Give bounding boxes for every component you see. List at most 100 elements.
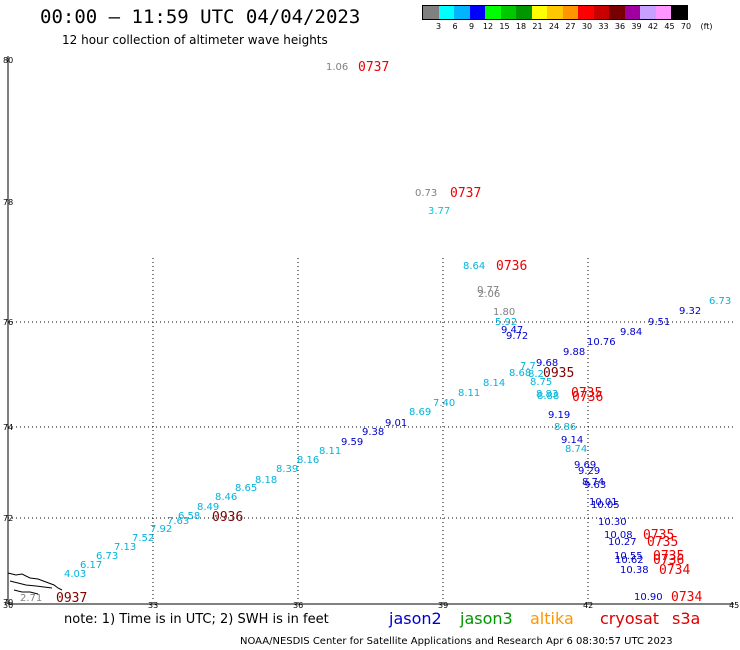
longitude-label: 45	[729, 601, 740, 610]
scale-tick-label: 6	[452, 22, 458, 31]
scale-tick-label: 15	[499, 22, 510, 31]
wave-height-value: 10.30	[598, 517, 627, 528]
scale-color-box	[655, 6, 671, 19]
wave-height-value: 8.2	[528, 369, 544, 380]
pass-time-label: 0736	[572, 390, 604, 405]
pass-time-label: 0736	[653, 553, 685, 568]
wave-height-value: 7.13	[114, 542, 137, 553]
latitude-label: 76	[3, 318, 14, 327]
wave-height-value: 9.32	[679, 306, 702, 317]
scale-color-box	[423, 6, 439, 19]
wave-height-value: 8.11	[319, 446, 342, 457]
latitude-label: 74	[3, 423, 14, 432]
pass-time-label: 0935	[543, 366, 575, 381]
wave-height-value: 9.68	[536, 358, 559, 369]
scale-tick-label: 27	[565, 22, 576, 31]
longitude-label: 42	[583, 601, 594, 610]
scale-color-box	[500, 6, 516, 19]
scale-tick-label: 42	[647, 22, 659, 31]
scale-tick-label: 33	[598, 22, 609, 31]
scale-tick-label: 18	[515, 22, 527, 31]
wave-height-value: 9.72	[506, 331, 529, 342]
wave-height-value: 2.71	[20, 593, 43, 604]
wave-height-value: 8.68	[509, 368, 532, 379]
scale-color-box	[609, 6, 625, 19]
wave-height-color-scale: 3 6 9 12 15 18 21 24 27 30 33 36 39 42 45 70 (ft)	[422, 5, 713, 34]
wave-height-value: 2.06	[478, 289, 501, 300]
wave-height-value: 10.62	[615, 555, 644, 566]
pass-time-label: 0735	[571, 386, 603, 401]
wave-height-value: 8.11	[458, 388, 481, 399]
legend-cryosat: cryosat	[600, 609, 660, 628]
pass-time-label: 0735	[643, 528, 675, 543]
wave-height-value: 8.83	[536, 389, 559, 400]
wave-height-value: 0.77	[477, 285, 500, 296]
pass-time-label: 0937	[56, 591, 88, 606]
pass-time-label: 0737	[358, 60, 390, 75]
scale-color-box	[516, 6, 532, 19]
pass-time-label: 0737	[450, 186, 482, 201]
wave-height-value: 10.01	[589, 497, 618, 508]
wave-height-value: 9.01	[385, 418, 408, 429]
wave-height-value: 1.80	[493, 307, 516, 318]
wave-height-value: 4.03	[64, 569, 87, 580]
wave-height-value: 10.90	[634, 592, 663, 603]
scale-color-box	[624, 6, 640, 19]
wave-height-value: 9.69	[574, 460, 597, 471]
page-title: 00:00 – 11:59 UTC 04/04/2023	[40, 6, 361, 28]
scale-color-box	[562, 6, 578, 19]
longitude-label: 33	[148, 601, 159, 610]
scale-tick-label: 21	[532, 22, 543, 31]
scale-color-box	[485, 6, 501, 19]
pass-time-label: 0734	[659, 563, 691, 578]
legend-altika: altika	[530, 609, 574, 628]
wave-height-value: 8.46	[215, 492, 238, 503]
pass-time-label: 0736	[496, 259, 528, 274]
latitude-label: 70	[3, 598, 14, 607]
wave-height-value: 8.74	[565, 444, 588, 455]
wave-height-value: 6.73	[709, 296, 732, 307]
wave-height-value: 9.38	[362, 427, 385, 438]
wave-height-value: 8.65	[235, 483, 258, 494]
latitude-label: 78	[3, 198, 14, 207]
wave-height-value: 8.75	[530, 377, 553, 388]
wave-height-value: 6.17	[80, 560, 103, 571]
scale-color-box	[593, 6, 609, 19]
page-subtitle: 12 hour collection of altimeter wave hei…	[62, 33, 328, 47]
scale-tick-label: 9	[468, 22, 475, 31]
wave-height-value: 7.52	[132, 533, 155, 544]
wave-height-value: 9.59	[341, 437, 364, 448]
wave-height-value: 8.64	[463, 261, 486, 272]
latitude-gridlines	[8, 321, 734, 519]
scale-tick-label: 39	[631, 22, 642, 31]
scale-tick-label: 36	[614, 22, 626, 31]
scale-tick-label: 30	[581, 22, 593, 31]
longitude-label: 36	[293, 601, 304, 610]
scale-tick-label: 12	[482, 22, 494, 31]
wave-height-value: 9.19	[548, 410, 571, 421]
wave-height-value: 10.38	[620, 565, 649, 576]
scale-unit-label: (ft)	[700, 22, 713, 31]
wave-height-value: 9.88	[563, 347, 586, 358]
longitude-label: 39	[438, 601, 449, 610]
wave-height-value: 8.16	[297, 455, 320, 466]
wave-height-value: 7.92	[150, 524, 173, 535]
longitude-label: 30	[3, 601, 14, 610]
wave-height-value: 7.7	[520, 361, 536, 372]
coastline	[7, 572, 63, 595]
wave-height-value: 8.74	[582, 477, 605, 488]
wave-height-value: 9.63	[584, 480, 607, 491]
wave-height-value: 7.63	[167, 516, 190, 527]
scale-color-box	[640, 6, 656, 19]
legend-s3a: s3a	[672, 609, 701, 628]
wave-height-value: 10.08	[604, 530, 633, 541]
wave-height-value: 8.88	[537, 391, 560, 402]
wave-height-value: 10.76	[587, 337, 616, 348]
wave-height-value: 9.29	[578, 466, 601, 477]
scale-color-box	[438, 6, 454, 19]
wave-height-value: 8.14	[483, 378, 506, 389]
scale-color-box	[454, 6, 470, 19]
wave-height-value: 3.77	[428, 206, 451, 217]
wave-height-value: 8.18	[255, 475, 278, 486]
wave-height-value: 7.40	[433, 398, 456, 409]
